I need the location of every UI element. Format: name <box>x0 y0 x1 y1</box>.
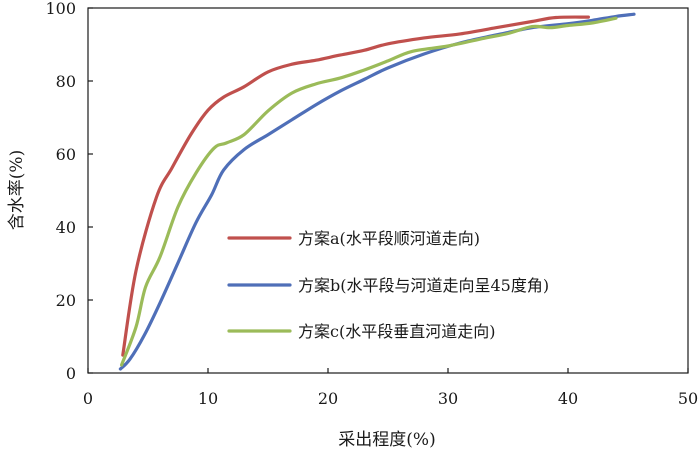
x-tick-label: 40 <box>558 389 578 408</box>
legend-item-a: 方案a(水平段顺河道走向) <box>227 229 480 248</box>
plot-frame <box>87 7 689 374</box>
legend-label: 方案b(水平段与河道走向呈45度角) <box>298 276 549 295</box>
x-tick-label: 10 <box>198 389 218 408</box>
y-tick-label: 20 <box>56 291 76 310</box>
legend-item-b: 方案b(水平段与河道走向呈45度角) <box>227 276 549 295</box>
y-tick-label: 100 <box>45 0 76 18</box>
legend-item-c: 方案c(水平段垂直河道走向) <box>227 322 495 341</box>
y-tick-label: 40 <box>56 218 76 237</box>
x-tick-label: 50 <box>678 389 698 408</box>
y-tick-label: 0 <box>66 364 76 383</box>
series-b-line <box>118 12 636 371</box>
x-tick-label: 0 <box>83 389 93 408</box>
x-tick-label: 20 <box>318 389 338 408</box>
legend-label: 方案c(水平段垂直河道走向) <box>298 322 495 341</box>
x-axis-title: 采出程度(%) <box>338 430 435 450</box>
y-tick-label: 80 <box>56 72 76 91</box>
x-tick-label: 30 <box>438 389 458 408</box>
series-a-line <box>121 15 590 357</box>
y-tick-label: 60 <box>56 145 76 164</box>
y-axis-title: 含水率(%) <box>7 150 27 230</box>
legend-label: 方案a(水平段顺河道走向) <box>298 229 480 248</box>
series-c-line <box>120 16 618 367</box>
